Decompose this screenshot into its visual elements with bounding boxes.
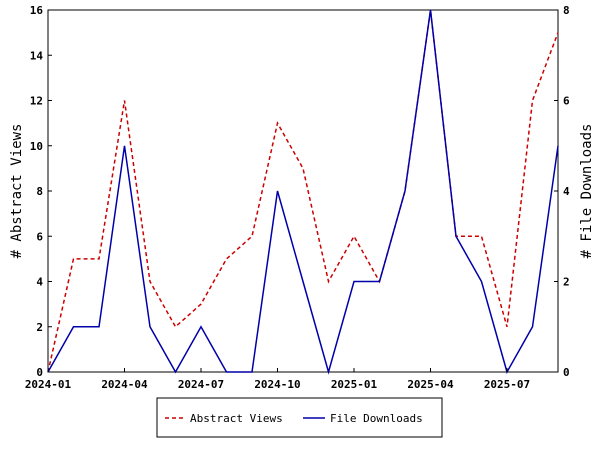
y-left-tick-label: 4 (36, 276, 43, 289)
y-left-tick-label: 2 (36, 321, 43, 334)
series-layer (47, 9, 559, 375)
y-left-tick-label: 6 (36, 230, 43, 243)
x-tick-label: 2025-01 (331, 378, 378, 391)
y-left-tick-label: 0 (36, 366, 43, 379)
tick-layer: 0 2 4 6 8 10 12 14 16 0 2 4 6 8 2024-01 2024-04 2024-07 2… (25, 4, 570, 391)
legend-label-abstract-views: Abstract Views (190, 412, 283, 425)
legend-label-file-downloads: File Downloads (330, 412, 423, 425)
x-tick-label: 2024-04 (101, 378, 148, 391)
y-right-tick-label: 0 (563, 366, 570, 379)
legend-box (156, 397, 443, 438)
y-right-tick-label: 6 (563, 95, 570, 108)
y-left-tick-label: 16 (30, 4, 44, 17)
x-tick-label: 2024-07 (178, 378, 224, 391)
y-right-tick-label: 4 (563, 185, 570, 198)
legend: Abstract Views File Downloads (156, 397, 443, 438)
plot-area (47, 9, 559, 373)
x-tick-label: 2025-07 (484, 378, 530, 391)
y-left-tick-label: 10 (30, 140, 43, 153)
y-right-tick-label: 8 (563, 4, 570, 17)
x-tick-label: 2025-04 (407, 378, 454, 391)
y-left-tick-label: 14 (30, 49, 44, 62)
x-tick-label: 2024-10 (254, 378, 300, 391)
y-left-tick-label: 12 (30, 95, 43, 108)
y-axis-left-label: # Abstract Views (9, 124, 25, 259)
x-tick-label: 2024-01 (25, 378, 72, 391)
y-left-tick-label: 8 (36, 185, 43, 198)
y-axis-right-label: # File Downloads (579, 124, 595, 259)
y-right-tick-label: 2 (563, 276, 570, 289)
series-line-file-downloads (47, 9, 559, 375)
